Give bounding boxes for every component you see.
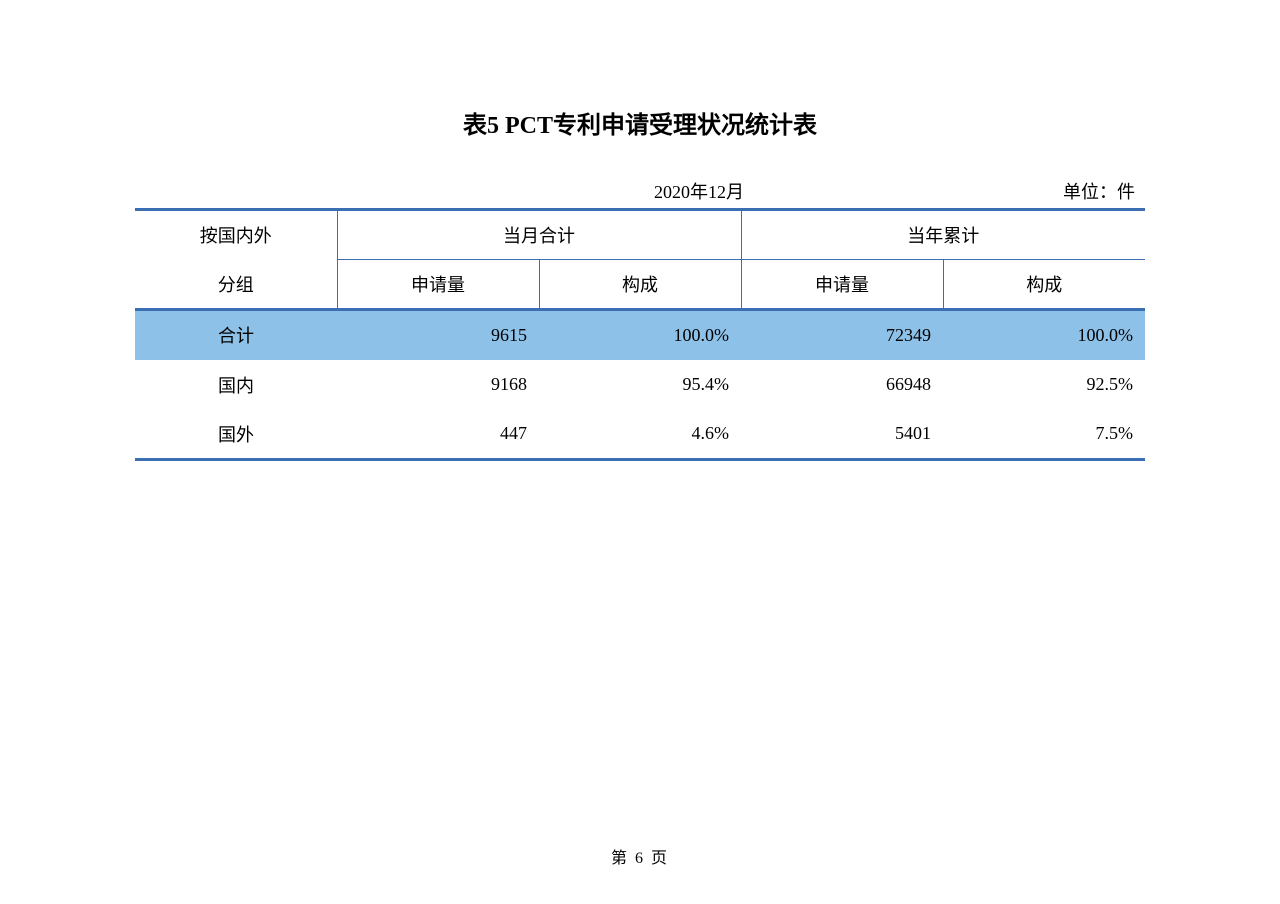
month-group-header: 当月合计 xyxy=(337,210,741,260)
row-label: 国外 xyxy=(135,410,337,460)
table-row: 国外 447 4.6% 5401 7.5% xyxy=(135,410,1145,460)
year-ratio-cell: 100.0% xyxy=(943,310,1145,360)
month-apply-header: 申请量 xyxy=(337,260,539,310)
year-ratio-header: 构成 xyxy=(943,260,1145,310)
month-apply-cell: 9168 xyxy=(337,360,539,410)
year-ratio-cell: 92.5% xyxy=(943,360,1145,410)
row-label: 国内 xyxy=(135,360,337,410)
meta-row: 2020年12月 单位：件 xyxy=(135,178,1145,204)
table-row: 国内 9168 95.4% 66948 92.5% xyxy=(135,360,1145,410)
page-container: 表5 PCT专利申请受理状况统计表 2020年12月 单位：件 按国内外 当月合… xyxy=(0,0,1280,461)
group-header-bottom: 分组 xyxy=(135,260,337,310)
year-apply-cell: 66948 xyxy=(741,360,943,410)
table-header-row-2: 分组 申请量 构成 申请量 构成 xyxy=(135,260,1145,310)
year-apply-header: 申请量 xyxy=(741,260,943,310)
month-apply-cell: 9615 xyxy=(337,310,539,360)
month-apply-cell: 447 xyxy=(337,410,539,460)
table-title: 表5 PCT专利申请受理状况统计表 xyxy=(0,105,1280,140)
table-header-row-1: 按国内外 当月合计 当年累计 xyxy=(135,210,1145,260)
unit-label: 单位：件 xyxy=(1063,178,1135,204)
table-body: 合计 9615 100.0% 72349 100.0% 国内 9168 95.4… xyxy=(135,310,1145,460)
date-label: 2020年12月 xyxy=(654,178,744,204)
year-apply-cell: 72349 xyxy=(741,310,943,360)
row-label: 合计 xyxy=(135,310,337,360)
month-ratio-header: 构成 xyxy=(539,260,741,310)
year-apply-cell: 5401 xyxy=(741,410,943,460)
month-ratio-cell: 100.0% xyxy=(539,310,741,360)
year-ratio-cell: 7.5% xyxy=(943,410,1145,460)
table-wrapper: 按国内外 当月合计 当年累计 分组 申请量 构成 申请量 构成 合计 9615 … xyxy=(135,208,1145,461)
stats-table: 按国内外 当月合计 当年累计 分组 申请量 构成 申请量 构成 合计 9615 … xyxy=(135,208,1145,461)
month-ratio-cell: 95.4% xyxy=(539,360,741,410)
year-group-header: 当年累计 xyxy=(741,210,1145,260)
page-footer: 第 6 页 xyxy=(0,844,1280,868)
table-row: 合计 9615 100.0% 72349 100.0% xyxy=(135,310,1145,360)
month-ratio-cell: 4.6% xyxy=(539,410,741,460)
group-header-top: 按国内外 xyxy=(135,210,337,260)
